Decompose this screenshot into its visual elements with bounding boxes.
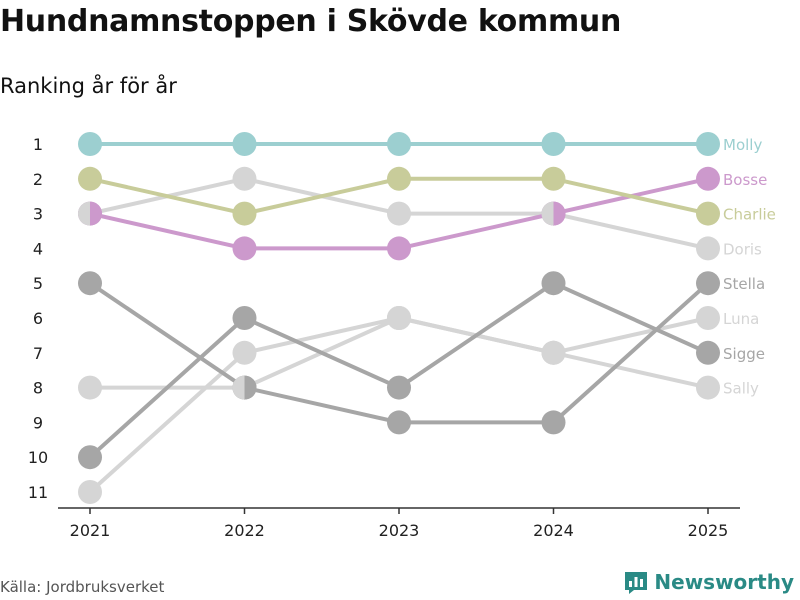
point-bosse (232, 236, 257, 261)
x-tick-label: 2025 (688, 521, 729, 540)
chart-subtitle: Ranking år för år (0, 74, 177, 98)
y-tick-label: 8 (33, 379, 43, 398)
chart-title: Hundnamnstoppen i Skövde kommun (0, 4, 622, 39)
point-molly (78, 132, 102, 156)
series-labels: Doris Luna Sally Stella Sigge Molly Bosse Charl… (723, 136, 776, 398)
shared-point-left (541, 340, 554, 365)
brand-name: Newsworthy (654, 570, 794, 594)
series-label-sally: Sally (723, 380, 759, 398)
series-label-luna: Luna (723, 310, 759, 328)
shared-point-left (541, 201, 554, 226)
series-label-doris: Doris (723, 240, 762, 258)
y-tick-label: 9 (33, 413, 43, 432)
series-label-molly: Molly (723, 136, 762, 154)
point-sally (696, 375, 720, 400)
point-bosse (387, 236, 411, 261)
series-label-stella: Stella (723, 275, 765, 293)
shared-point-right (90, 201, 102, 226)
source-note: Källa: Jordbruksverket (0, 578, 165, 596)
point-molly (232, 132, 257, 156)
point-stella (541, 410, 566, 435)
point-charlie (541, 166, 566, 191)
axes: 1 2 3 4 5 6 7 8 9 10 11 2021 2022 2023 2024 2025 (28, 135, 740, 540)
point-sigge (78, 445, 102, 470)
point-sigge (696, 340, 720, 365)
bar-chart-icon (625, 572, 648, 594)
point-bosse (696, 166, 720, 191)
point-molly (541, 132, 566, 156)
point-luna (696, 306, 720, 330)
y-tick-label: 3 (33, 205, 43, 224)
point-sigge (541, 271, 566, 296)
point-stella (387, 410, 411, 435)
point-charlie (387, 166, 411, 191)
x-tick-label: 2024 (533, 521, 574, 540)
y-tick-label: 1 (33, 135, 43, 154)
point-sigge (232, 306, 257, 330)
point-doris (387, 201, 411, 226)
point-molly (696, 132, 720, 156)
shared-point-right (399, 306, 411, 330)
series-label-bosse: Bosse (723, 171, 767, 189)
point-doris (232, 166, 257, 191)
series-label-sigge: Sigge (723, 345, 765, 363)
point-charlie (696, 201, 720, 226)
y-tick-label: 4 (33, 239, 43, 258)
series-label-charlie: Charlie (723, 206, 776, 224)
point-stella (696, 271, 720, 296)
point-luna (78, 480, 102, 504)
point-charlie (78, 166, 102, 191)
point-sally (78, 375, 102, 400)
y-tick-label: 11 (28, 483, 48, 502)
newsworthy-logo: Newsworthy (624, 569, 794, 595)
series-points (78, 132, 720, 504)
shared-point-right (244, 375, 257, 400)
y-tick-label: 5 (33, 274, 43, 293)
y-tick-label: 6 (33, 309, 43, 328)
y-tick-label: 7 (33, 344, 43, 363)
point-stella (78, 271, 102, 296)
x-tick-label: 2023 (379, 521, 420, 540)
y-tick-label: 2 (33, 170, 43, 189)
point-charlie (232, 201, 257, 226)
point-sigge (387, 375, 411, 400)
series-line-stella (88, 281, 710, 425)
shared-point-right (553, 201, 566, 226)
x-tick-label: 2022 (224, 521, 265, 540)
shared-point-left (232, 375, 245, 400)
shared-point-left (387, 306, 399, 330)
x-tick-label: 2021 (70, 521, 111, 540)
y-tick-label: 10 (28, 448, 48, 467)
shared-point-right (553, 340, 566, 365)
shared-point-left (78, 201, 90, 226)
point-doris (696, 236, 720, 261)
point-luna (232, 340, 257, 365)
point-molly (387, 132, 411, 156)
